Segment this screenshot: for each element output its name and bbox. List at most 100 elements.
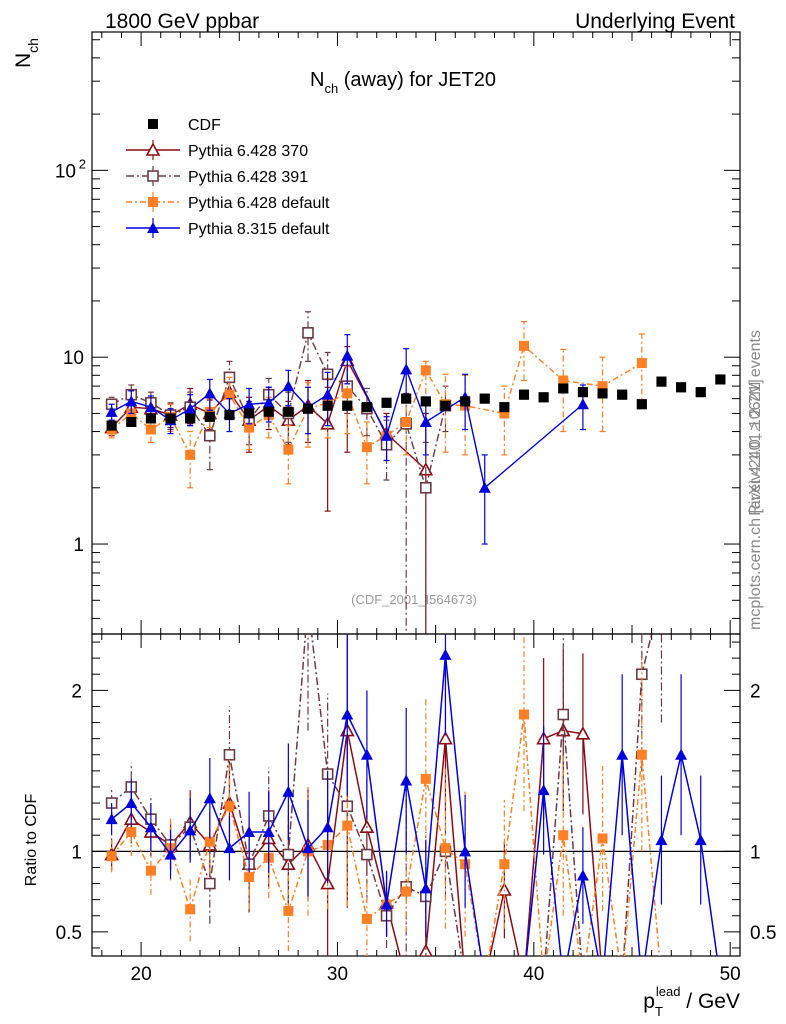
- ratio-point-p8def: [105, 813, 118, 825]
- data-point-p6def: [145, 424, 156, 435]
- data-point-p6def: [342, 388, 353, 399]
- cdf-point: [185, 413, 196, 424]
- ratio-point-p6def: [244, 872, 255, 883]
- cdf-point: [322, 400, 333, 411]
- cdf-point: [165, 413, 176, 424]
- data-point-p8def: [282, 380, 295, 392]
- data-point-p8def: [125, 395, 138, 407]
- cdf-point: [263, 406, 274, 417]
- ratio-point-p6def: [401, 886, 412, 897]
- ratio-point-p8def: [223, 842, 236, 854]
- y-tick-label: 10: [55, 161, 76, 182]
- data-point-p391: [420, 481, 432, 494]
- cdf-point: [617, 389, 628, 400]
- ratio-point-p370: [575, 726, 591, 740]
- cdf-point: [420, 396, 431, 407]
- legend-label-p370: Pythia 6.428 370: [188, 143, 308, 160]
- data-point-p8def: [400, 363, 413, 375]
- side-label-top: Rivet 4.1.0, ≥ 2.7M events: [747, 330, 764, 516]
- legend-marker-cdf: [148, 119, 158, 129]
- x-tick-label: 30: [327, 964, 348, 985]
- data-point-p6def: [401, 416, 412, 427]
- ratio-point-p6def: [558, 830, 569, 841]
- cdf-point: [361, 402, 372, 413]
- ratio-point-p391: [204, 877, 216, 890]
- data-point-p6def: [420, 365, 431, 376]
- ratio-point-p8def: [380, 898, 393, 910]
- cdf-point: [244, 408, 255, 419]
- analysis-watermark: (CDF_2001_I564673): [351, 592, 477, 607]
- data-point-p8def: [576, 398, 589, 410]
- cdf-point: [204, 411, 215, 422]
- cdf-point: [636, 399, 647, 410]
- ratio-line-p370: [110, 729, 602, 956]
- header-left: 1800 GeV ppbar: [105, 10, 259, 33]
- cdf-point: [597, 388, 608, 399]
- data-point-p6def: [185, 449, 196, 460]
- data-point-p6def: [224, 389, 235, 400]
- cdf-point: [460, 396, 471, 407]
- ratio-point-p8def: [459, 845, 472, 857]
- ratio-point-p8def: [125, 797, 138, 809]
- ratio-point-p391: [303, 597, 313, 607]
- x-tick-label: 20: [131, 964, 152, 985]
- data-point-p6def: [636, 358, 647, 369]
- series-line-p6def: [111, 344, 643, 457]
- side-label-bottom: mcplots.cern.ch [arXiv:2401.10621]: [747, 379, 764, 630]
- ratio-point-p6def: [185, 904, 196, 915]
- legend-marker-p370: [145, 142, 161, 156]
- cdf-point: [440, 400, 451, 411]
- cdf-point: [106, 420, 117, 431]
- ratio-point-p8def: [262, 826, 275, 838]
- top-series-area: [104, 311, 726, 634]
- ratio-point-p8def: [419, 882, 432, 894]
- y-tick-label-right: 0.5: [750, 923, 776, 944]
- ratio-point-p6def: [597, 833, 608, 844]
- ratio-point-p8def: [321, 821, 334, 833]
- cdf-point: [519, 389, 529, 400]
- cdf-point: [538, 392, 549, 403]
- ratio-point-p8def: [360, 748, 373, 760]
- cdf-point: [479, 393, 490, 404]
- data-point-p8def: [184, 402, 197, 414]
- cdf-point: [126, 416, 137, 427]
- data-point-p6def: [283, 444, 294, 455]
- cdf-point: [577, 387, 588, 398]
- data-point-p8def: [380, 429, 393, 441]
- cdf-point: [401, 393, 412, 404]
- ratio-point-p6def: [420, 773, 431, 784]
- cdf-point: [676, 382, 687, 393]
- ratio-point-p8def: [537, 784, 550, 796]
- ratio-series-p8def: [105, 634, 718, 956]
- ratio-point-p6def: [440, 843, 451, 854]
- ratio-line-p8def: [111, 654, 718, 956]
- x-tick-label: 50: [720, 964, 741, 985]
- ratio-point-p8def: [203, 792, 216, 804]
- legend-marker-p6def: [148, 197, 158, 207]
- ratio-point-p8def: [694, 834, 707, 846]
- data-point-p8def: [203, 387, 216, 399]
- y-tick-label: 0.5: [56, 923, 82, 944]
- ratio-point-p391: [557, 708, 570, 721]
- ratio-point-p8def: [400, 774, 413, 786]
- series-cdf-points: [106, 374, 726, 431]
- data-point-p8def: [144, 401, 157, 413]
- y-tick-label: 10: [63, 348, 84, 369]
- ratio-point-p370: [438, 730, 453, 745]
- data-point-p6def: [244, 422, 255, 433]
- y-axis-title-ratio: Ratio to CDF: [23, 794, 40, 887]
- legend-label-p6def: Pythia 6.428 default: [188, 195, 330, 212]
- y-tick-label-right: 2: [750, 681, 761, 702]
- ratio-point-p6def: [224, 801, 235, 812]
- ratio-point-p8def: [243, 826, 256, 838]
- y-tick-label-exponent: 2: [79, 156, 86, 171]
- data-point-p8def: [341, 349, 354, 361]
- ratio-point-p8def: [439, 648, 452, 660]
- ratio-point-p391: [656, 589, 666, 599]
- ratio-point-p8def: [164, 848, 177, 860]
- ratio-panel: 0.5 0.5 1 1 2 2 20 30 40 50: [56, 589, 776, 985]
- cdf-point: [656, 376, 667, 387]
- ratio-point-p8def: [576, 869, 589, 881]
